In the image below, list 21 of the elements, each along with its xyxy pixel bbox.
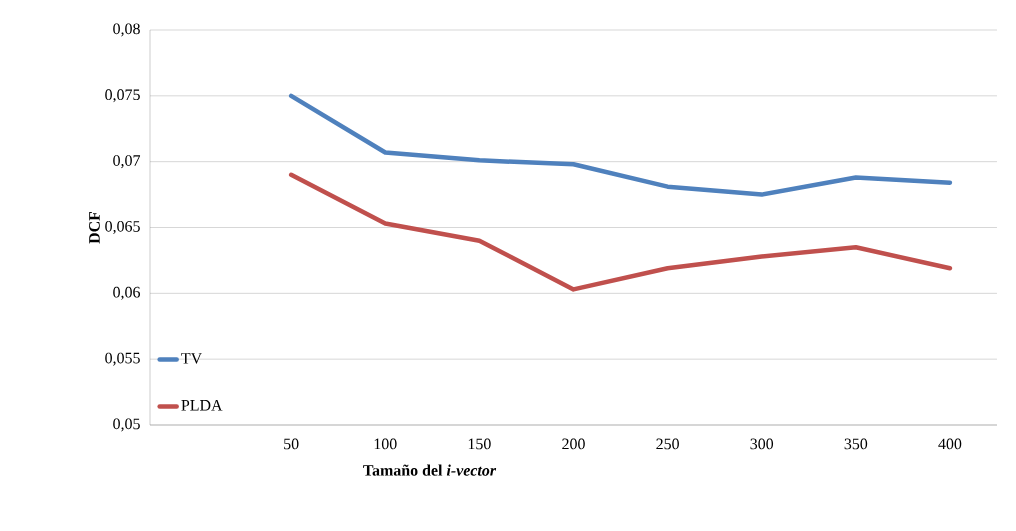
y-tick-label: 0,05 (113, 418, 140, 432)
y-tick-label: 0,055 (105, 352, 140, 366)
x-tick-label: 350 (844, 438, 868, 450)
line-series (288, 93, 953, 197)
y-tick-label: 0,07 (113, 155, 141, 169)
x-tick-label: 200 (562, 438, 585, 450)
legend-label: PLDA (181, 400, 223, 411)
y-tick-label: 0,08 (113, 23, 140, 37)
y-tick-label: 0,065 (105, 220, 140, 235)
x-tick-label: 150 (468, 438, 491, 450)
x-tick-label: 300 (750, 438, 774, 450)
x-tick-label: 250 (656, 438, 679, 450)
y-tick-label: 0,075 (105, 89, 140, 103)
x-tick-label: 100 (374, 438, 397, 450)
y-tick-label: 0,06 (113, 286, 141, 300)
x-tick-label: 400 (938, 438, 962, 450)
x-axis-title: Tamaño del i-vector (363, 464, 497, 476)
y-axis-title: DCF (89, 211, 100, 244)
x-tick-label: 50 (284, 438, 299, 450)
legend-label: TV (181, 353, 202, 364)
line-series (288, 172, 953, 292)
